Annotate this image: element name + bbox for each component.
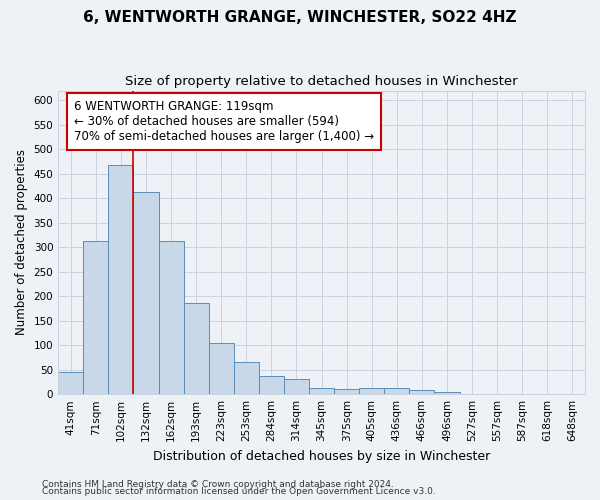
Bar — [58, 372, 83, 394]
Text: 6, WENTWORTH GRANGE, WINCHESTER, SO22 4HZ: 6, WENTWORTH GRANGE, WINCHESTER, SO22 4H… — [83, 10, 517, 25]
Y-axis label: Number of detached properties: Number of detached properties — [15, 150, 28, 336]
Text: Contains HM Land Registry data © Crown copyright and database right 2024.: Contains HM Land Registry data © Crown c… — [42, 480, 394, 489]
Bar — [359, 388, 385, 394]
Bar — [259, 376, 284, 394]
Bar — [209, 343, 234, 394]
Bar — [83, 242, 109, 394]
Bar — [184, 302, 209, 394]
Bar — [133, 192, 158, 394]
Bar — [434, 392, 460, 394]
Bar — [385, 388, 409, 394]
Bar — [284, 380, 309, 394]
Text: 6 WENTWORTH GRANGE: 119sqm
← 30% of detached houses are smaller (594)
70% of sem: 6 WENTWORTH GRANGE: 119sqm ← 30% of deta… — [74, 100, 374, 142]
Bar — [109, 165, 133, 394]
Bar — [234, 362, 259, 394]
Text: Contains public sector information licensed under the Open Government Licence v3: Contains public sector information licen… — [42, 487, 436, 496]
X-axis label: Distribution of detached houses by size in Winchester: Distribution of detached houses by size … — [153, 450, 490, 462]
Bar — [409, 390, 434, 394]
Title: Size of property relative to detached houses in Winchester: Size of property relative to detached ho… — [125, 75, 518, 88]
Bar — [334, 389, 359, 394]
Bar — [158, 242, 184, 394]
Bar — [309, 388, 334, 394]
